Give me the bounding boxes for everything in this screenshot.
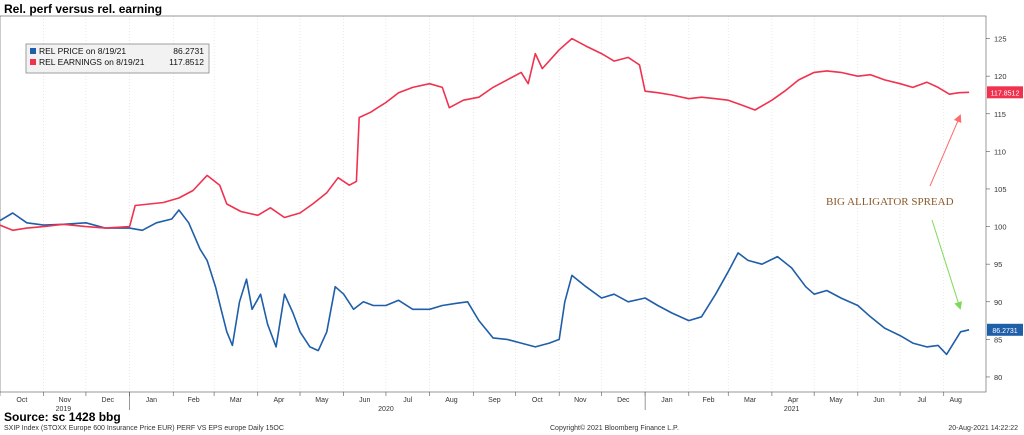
y-tick-label: 90	[994, 298, 1002, 307]
footer-copyright: Copyright© 2021 Bloomberg Finance L.P.	[550, 425, 679, 432]
series-last-value-labels: 86.2731 117.8512	[987, 86, 1023, 336]
x-tick-label: May	[829, 397, 843, 404]
x-tick-label: Jan	[146, 397, 157, 404]
x-tick-label: Sep	[488, 397, 501, 404]
y-tick-label: 120	[994, 72, 1007, 81]
x-tick-label: Jun	[359, 397, 370, 404]
x-tick-label: Oct	[16, 397, 27, 404]
y-tick-label: 80	[994, 373, 1002, 382]
y-tick-label: 125	[994, 35, 1007, 44]
y-tick-label: 110	[994, 147, 1006, 156]
source-note: Source: sc 1428 bbg	[4, 410, 121, 424]
footer-index-description: SXIP Index (STOXX Europe 600 Insurance P…	[4, 425, 284, 432]
y-tick-label: 85	[994, 335, 1002, 344]
x-tick-label: Mar	[230, 397, 243, 404]
y-tick-label: 100	[994, 223, 1007, 232]
plot-frame	[0, 15, 987, 393]
x-tick-label: Feb	[188, 397, 200, 404]
last-value-label-price: 86.2731	[992, 328, 1017, 335]
x-tick-label: Apr	[273, 397, 285, 404]
legend-swatch-earnings	[30, 59, 36, 65]
x-axis: Oct Nov Dec Jan Feb Mar Apr May Jun Jul Aug Sep Oct N…	[0, 392, 962, 413]
x-tick-label: Jan	[661, 397, 672, 404]
legend-label-price: REL PRICE on 8/19/21	[39, 46, 126, 56]
last-value-badge-price	[987, 323, 1023, 336]
x-year-label: 2020	[378, 406, 394, 413]
legend-label-earnings: REL EARNINGS on 8/19/21	[39, 57, 145, 67]
legend-value-price: 86.2731	[173, 46, 204, 56]
y-tick-label: 105	[994, 185, 1007, 194]
legend: REL PRICE on 8/19/21 86.2731 REL EARNINGS …	[25, 43, 210, 74]
x-tick-label: Jul	[403, 397, 412, 404]
chart-title: Rel. perf versus rel. earning	[4, 2, 163, 16]
y-axis: 80 85 90 95 100 105 110 115 120 125	[986, 35, 1007, 382]
y-tick-label: 115	[994, 110, 1006, 119]
annotation-arrow-up	[929, 114, 962, 187]
series-lines	[0, 37, 970, 356]
x-tick-label: Jun	[873, 397, 884, 404]
x-tick-label: Mar	[744, 397, 757, 404]
x-tick-label: Dec	[617, 397, 630, 404]
annotation-arrow-down	[931, 219, 962, 310]
x-tick-label: Nov	[59, 397, 72, 404]
x-tick-label: Dec	[102, 397, 115, 404]
last-value-badge-earnings	[987, 86, 1023, 99]
x-tick-label: Jul	[917, 397, 926, 404]
y-tick-label: 95	[994, 260, 1002, 269]
legend-swatch-price	[30, 48, 36, 54]
x-year-label: 2021	[784, 406, 800, 413]
x-tick-label: Oct	[532, 397, 543, 404]
series-line-price	[0, 209, 970, 356]
x-tick-label: May	[315, 397, 329, 404]
x-tick-label: Apr	[788, 397, 800, 404]
legend-value-earnings: 117.8512	[169, 57, 204, 67]
last-value-label-earnings: 117.8512	[991, 90, 1020, 97]
x-tick-label: Aug	[950, 397, 963, 404]
x-year-label: 2019	[56, 406, 72, 413]
legend-box	[25, 43, 210, 74]
x-tick-label: Feb	[702, 397, 714, 404]
annotation-big-alligator-spread: BIG ALLIGATOR SPREAD	[826, 196, 954, 208]
x-tick-label: Aug	[445, 397, 458, 404]
x-tick-label: Nov	[574, 397, 587, 404]
footer-timestamp: 20-Aug-2021 14:22:22	[948, 425, 1018, 432]
series-line-earnings	[0, 37, 970, 232]
